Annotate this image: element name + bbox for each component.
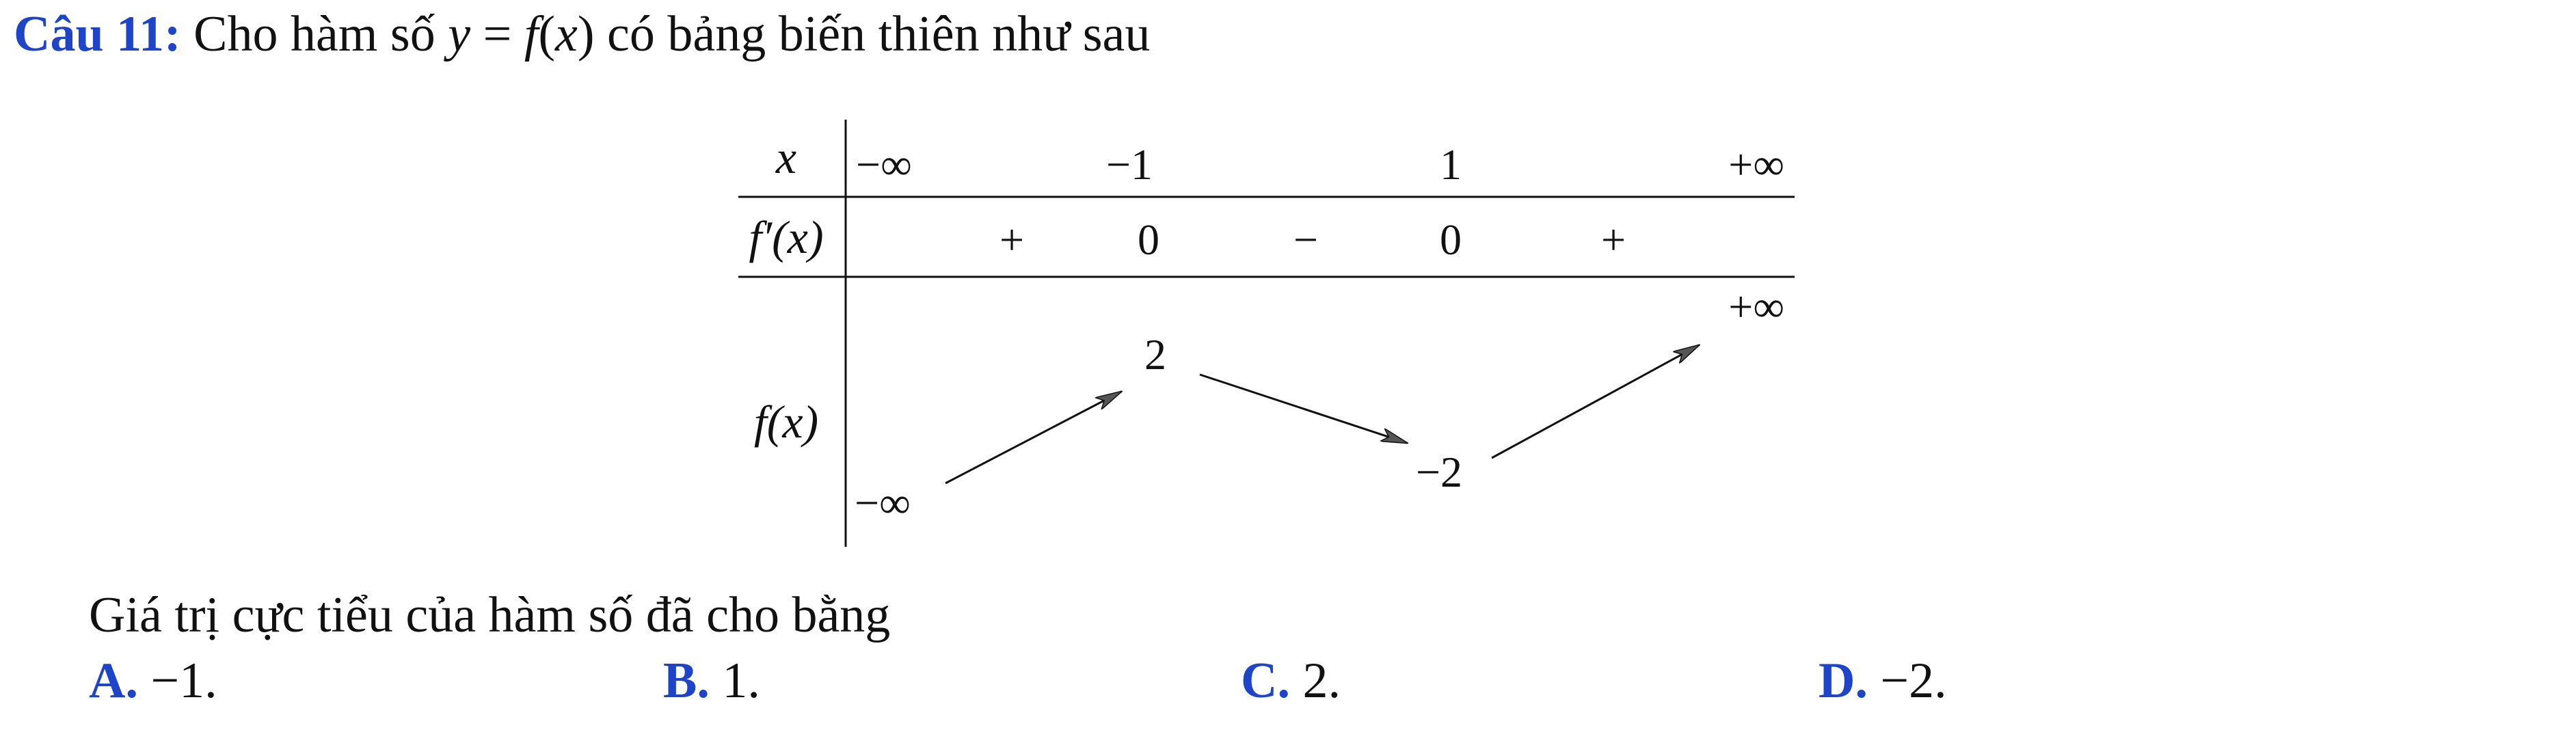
math-y: y xyxy=(448,6,471,62)
x-value-pos-inf: +∞ xyxy=(1728,140,1784,189)
f-value-pos-inf: +∞ xyxy=(1728,282,1784,331)
increasing-arrow-1 xyxy=(945,392,1121,485)
math-paren-open: ( xyxy=(538,6,556,62)
option-c[interactable]: C. 2. xyxy=(1241,648,1341,714)
f-value-min: −2 xyxy=(1416,448,1462,496)
option-b-letter: B. xyxy=(663,653,710,709)
f-value-neg-inf: −∞ xyxy=(855,478,911,527)
option-d-letter: D. xyxy=(1819,653,1868,709)
math-x: x xyxy=(555,6,578,62)
option-b[interactable]: B. 1. xyxy=(663,648,760,714)
option-a[interactable]: A. −1. xyxy=(89,648,217,714)
option-c-letter: C. xyxy=(1241,653,1290,709)
row-label-f: f(x) xyxy=(754,396,818,448)
row-label-x: x xyxy=(775,131,796,183)
math-paren-close: ) xyxy=(577,6,595,62)
question-text-after: có bảng biến thiên như sau xyxy=(607,6,1151,62)
increasing-arrow-2 xyxy=(1491,345,1699,459)
row-label-fprime: f′(x) xyxy=(749,211,823,263)
question-number: Câu 11: xyxy=(14,6,181,62)
option-d[interactable]: D. −2. xyxy=(1819,648,1947,714)
option-c-value: 2. xyxy=(1302,653,1341,709)
question-line: Câu 11: Cho hàm số y = f(x) có bảng biến… xyxy=(14,1,1150,67)
fprime-sign-1: + xyxy=(999,215,1024,264)
x-value-neg-one: −1 xyxy=(1106,140,1153,189)
math-f: f xyxy=(524,6,539,62)
x-value-neg-inf: −∞ xyxy=(856,140,912,189)
fprime-zero-2: 0 xyxy=(1440,215,1462,264)
fprime-sign-3: + xyxy=(1601,215,1626,264)
question-text-before: Cho hàm số xyxy=(193,6,435,62)
fprime-zero-1: 0 xyxy=(1138,215,1159,264)
f-value-max: 2 xyxy=(1144,330,1166,379)
option-b-value: 1. xyxy=(722,653,760,709)
function-expression: y = f(x) xyxy=(448,6,594,62)
option-a-value: −1. xyxy=(150,653,217,709)
decreasing-arrow xyxy=(1199,373,1407,444)
math-equals: = xyxy=(470,6,524,62)
option-d-value: −2. xyxy=(1880,653,1947,709)
fprime-sign-2: − xyxy=(1293,215,1318,264)
x-value-one: 1 xyxy=(1440,140,1462,189)
question-prompt: Giá trị cực tiểu của hàm số đã cho bằng xyxy=(89,587,891,643)
option-a-letter: A. xyxy=(89,653,138,709)
